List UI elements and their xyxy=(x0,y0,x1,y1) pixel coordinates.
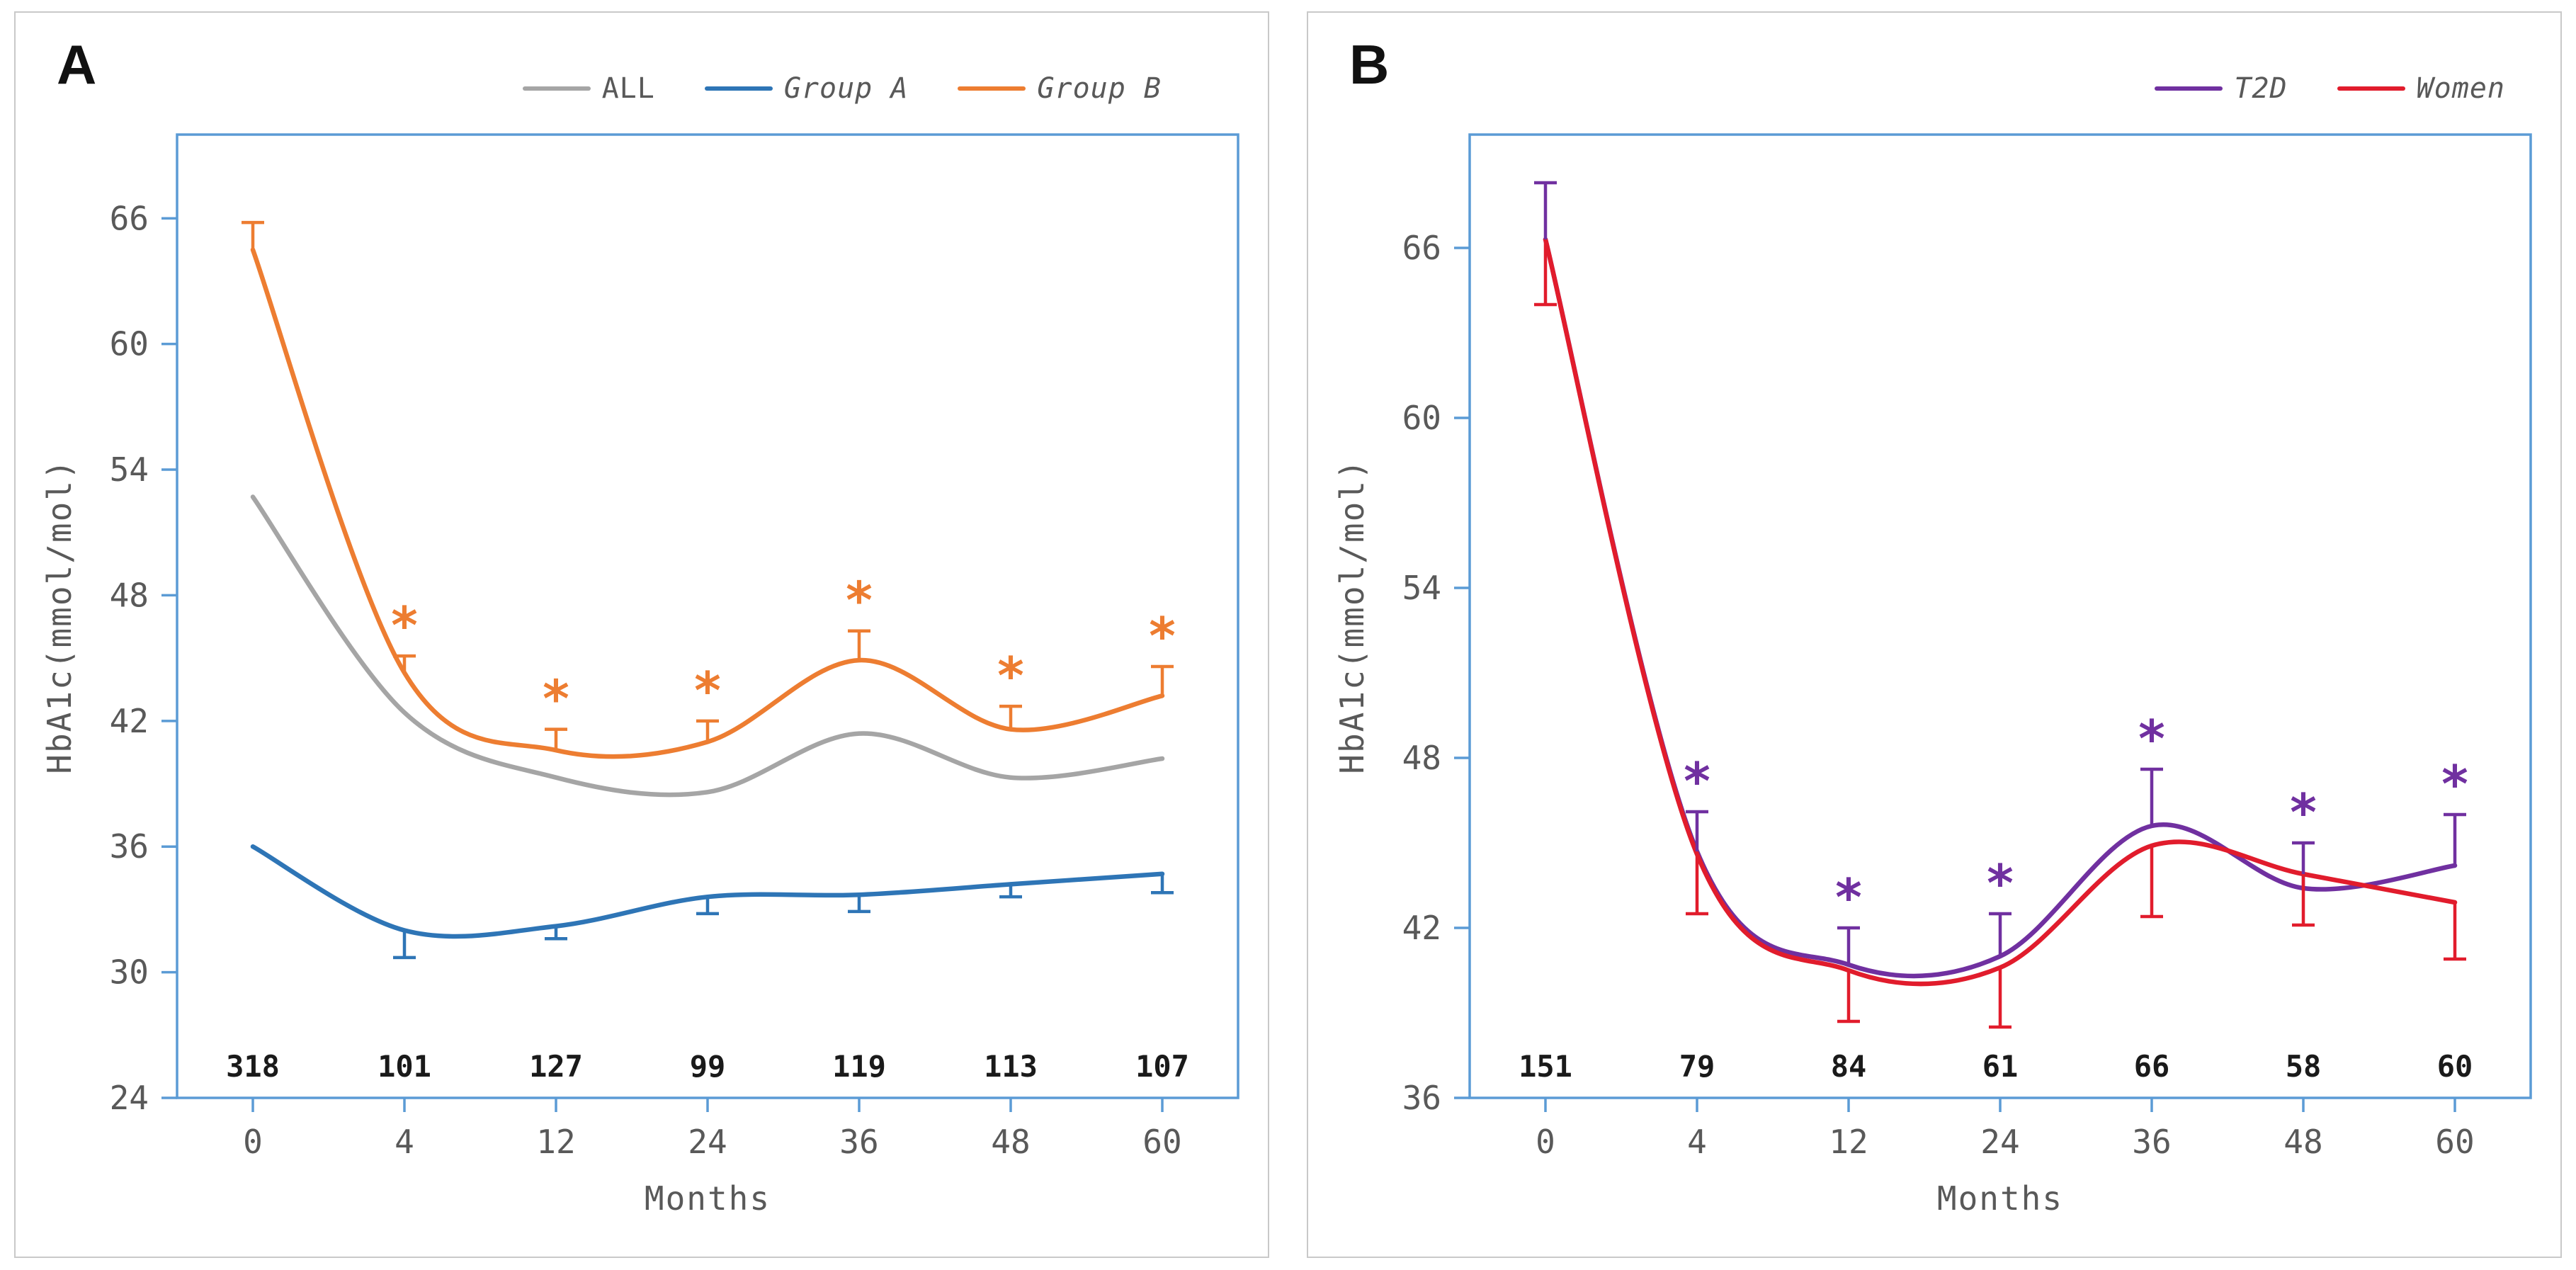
count-label: 101 xyxy=(378,1049,431,1084)
x-tick-label: 24 xyxy=(1980,1123,2019,1161)
legend-label-t2d: T2D xyxy=(2234,72,2288,105)
y-tick-label: 42 xyxy=(1402,909,1441,947)
count-label: 79 xyxy=(1679,1049,1715,1084)
count-label: 318 xyxy=(226,1049,280,1084)
count-label: 119 xyxy=(832,1049,886,1084)
count-label: 60 xyxy=(2437,1049,2473,1084)
significance-asterisk: * xyxy=(2288,783,2318,842)
y-tick-label: 54 xyxy=(1402,569,1441,607)
significance-asterisk: * xyxy=(844,571,874,630)
legend-item-women: Women xyxy=(2337,72,2505,105)
series-line-women xyxy=(1543,237,2458,987)
plot-border xyxy=(176,133,1239,1099)
y-tick-label: 60 xyxy=(110,325,149,363)
count-label: 58 xyxy=(2286,1049,2322,1084)
legend-item-all: ALL xyxy=(522,72,655,105)
x-axis-title: Months xyxy=(645,1179,771,1218)
legend-line-all xyxy=(522,86,591,91)
chart-a: 24 30 36 42 48 54 60 66 0 318 4 101 12 127 24 99 36 119 48… xyxy=(40,133,1239,1218)
legend-label-women: Women xyxy=(2416,72,2505,105)
x-tick-label: 48 xyxy=(991,1123,1030,1161)
legend-label-group-b: Group B xyxy=(1037,72,1162,105)
x-tick-label: 60 xyxy=(2435,1123,2474,1161)
x-tick-label: 48 xyxy=(2283,1123,2322,1161)
legend-item-group-b: Group B xyxy=(958,72,1162,105)
significance-asterisk: * xyxy=(540,669,571,729)
significance-asterisk: * xyxy=(1985,854,2015,913)
significance-asterisk: * xyxy=(1147,606,1177,666)
x-tick-label: 36 xyxy=(839,1123,878,1161)
legend-line-group-a xyxy=(704,86,773,91)
legend-line-group-b xyxy=(958,86,1026,91)
x-tick-label: 60 xyxy=(1142,1123,1181,1161)
x-tick-label: 12 xyxy=(1829,1123,1868,1161)
y-tick-label: 36 xyxy=(110,827,149,866)
series-line-all xyxy=(250,494,1165,798)
significance-asterisk: * xyxy=(995,646,1026,705)
y-axis-title: HbA1c(mmol/mol) xyxy=(40,458,79,773)
count-label: 127 xyxy=(529,1049,583,1084)
x-tick-label: 4 xyxy=(1687,1123,1707,1161)
y-tick-label: 66 xyxy=(110,199,149,237)
x-tick-label: 4 xyxy=(395,1123,414,1161)
count-label: 84 xyxy=(1831,1049,1867,1084)
chart-b: 36 42 48 54 60 66 0 151 4 79 12 84 24 61 36 66 48 58 60 60 M… xyxy=(1333,133,2532,1218)
count-label: 151 xyxy=(1519,1049,1572,1084)
y-tick-label: 42 xyxy=(110,702,149,740)
count-label: 61 xyxy=(1982,1049,2019,1084)
y-tick-label: 48 xyxy=(110,576,149,614)
y-tick-label: 54 xyxy=(110,450,149,489)
panel-a-legend: ALL Group A Group B xyxy=(522,72,1162,105)
x-axis-title: Months xyxy=(1937,1179,2063,1218)
panel-a-label: A xyxy=(57,33,97,96)
y-tick-label: 36 xyxy=(1402,1079,1441,1117)
y-tick-label: 60 xyxy=(1402,399,1441,437)
count-label: 66 xyxy=(2134,1049,2170,1084)
x-tick-label: 24 xyxy=(688,1123,727,1161)
panel-b: B T2D Women 36 42 48 54 60 66 0 151 4 79 12 84 24 61 36… xyxy=(1307,11,2562,1258)
x-tick-label: 0 xyxy=(1536,1123,1555,1161)
y-tick-label: 24 xyxy=(110,1079,149,1117)
legend-label-group-a: Group A xyxy=(783,72,909,105)
legend-line-women xyxy=(2337,86,2405,91)
y-axis-title: HbA1c(mmol/mol) xyxy=(1333,458,1371,773)
count-label: 99 xyxy=(690,1049,726,1084)
legend-item-t2d: T2D xyxy=(2155,72,2287,105)
panel-b-legend: T2D Women xyxy=(2155,72,2505,105)
series-line-group-b xyxy=(250,247,1165,759)
panel-a: A ALL Group A Group B 24 30 36 42 48 54 60 66 0 318… xyxy=(14,11,1269,1258)
y-tick-label: 48 xyxy=(1402,739,1441,777)
significance-asterisk: * xyxy=(2136,709,2167,769)
legend-line-t2d xyxy=(2155,86,2223,91)
x-tick-label: 36 xyxy=(2132,1123,2171,1161)
legend-label-all: ALL xyxy=(601,72,655,105)
count-label: 113 xyxy=(984,1049,1038,1084)
significance-asterisk: * xyxy=(389,596,419,655)
y-tick-label: 30 xyxy=(110,953,149,992)
x-tick-label: 0 xyxy=(243,1123,263,1161)
significance-asterisk: * xyxy=(1681,752,1712,811)
significance-asterisk: * xyxy=(1833,868,1863,927)
series-line-group-a xyxy=(250,844,1165,939)
panel-b-label: B xyxy=(1349,33,1390,96)
significance-asterisk: * xyxy=(692,661,722,720)
x-tick-label: 12 xyxy=(536,1123,575,1161)
y-tick-label: 66 xyxy=(1402,229,1441,267)
significance-asterisk: * xyxy=(2439,754,2470,814)
count-label: 107 xyxy=(1135,1049,1189,1084)
legend-item-group-a: Group A xyxy=(704,72,909,105)
